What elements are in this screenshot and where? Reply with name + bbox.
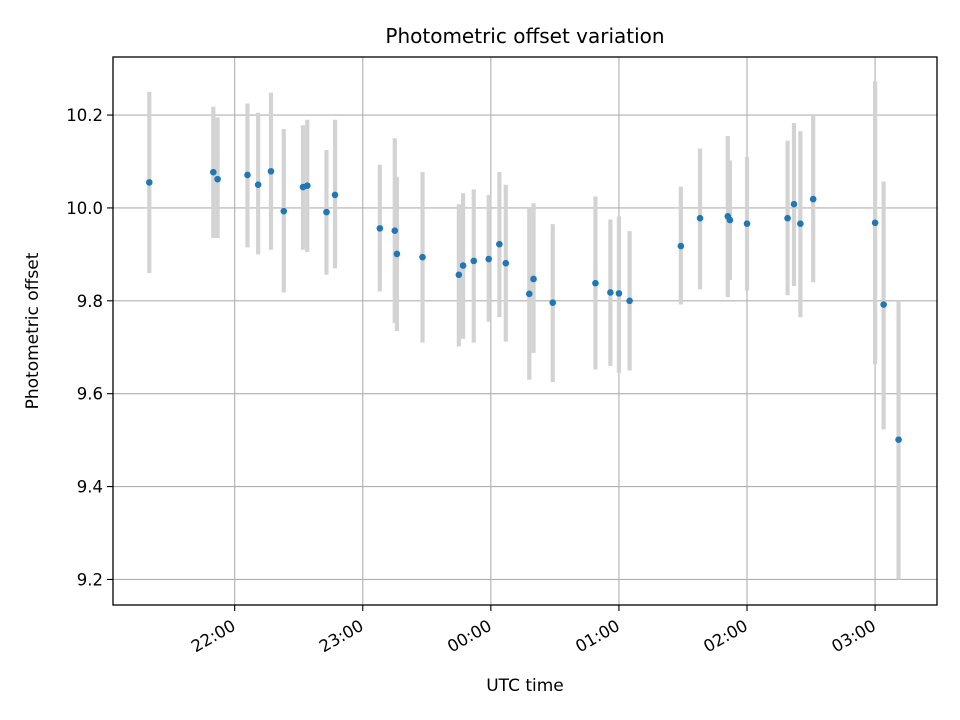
data-point	[244, 171, 251, 179]
y-tick-label: 9.8	[77, 292, 103, 311]
data-point	[496, 240, 503, 248]
data-point	[809, 195, 817, 203]
data-point	[502, 259, 510, 267]
data-point	[592, 279, 599, 287]
data-point	[726, 216, 734, 224]
data-point	[696, 214, 704, 222]
data-point	[323, 208, 330, 216]
data-point	[376, 225, 384, 232]
data-point	[790, 200, 798, 208]
data-points	[145, 167, 902, 443]
data-point	[391, 227, 399, 234]
data-point	[607, 289, 614, 296]
data-point	[626, 297, 633, 305]
y-axis-label: Photometric offset	[23, 252, 43, 409]
chart-title: Photometric offset variation	[385, 24, 664, 48]
data-point	[470, 257, 478, 265]
data-point	[254, 181, 262, 189]
y-tick-label: 9.6	[77, 385, 103, 404]
data-point	[267, 167, 275, 175]
data-point	[280, 207, 288, 215]
plot-area-frame	[112, 56, 938, 606]
data-point	[895, 436, 902, 443]
data-point	[419, 253, 426, 261]
data-point	[455, 271, 463, 279]
data-point	[525, 290, 533, 298]
y-tick-label: 9.4	[77, 478, 103, 497]
data-point	[210, 168, 217, 176]
data-point	[530, 275, 537, 283]
y-tick-label: 10.2	[66, 106, 103, 125]
data-point	[393, 250, 401, 258]
data-point	[145, 179, 153, 186]
x-axis-label: UTC time	[486, 676, 564, 696]
data-point	[331, 191, 339, 199]
data-point	[743, 220, 751, 228]
data-point	[303, 182, 311, 189]
data-point	[871, 219, 879, 227]
data-point	[677, 242, 685, 250]
data-point	[784, 214, 791, 222]
data-point	[880, 301, 887, 308]
data-point	[459, 262, 467, 269]
data-point	[549, 299, 557, 306]
y-tick-label: 10.0	[66, 199, 103, 218]
data-point	[615, 290, 623, 297]
data-point	[797, 220, 804, 228]
data-point	[485, 255, 493, 263]
data-point	[214, 175, 221, 183]
y-tick-label: 9.2	[77, 570, 103, 589]
